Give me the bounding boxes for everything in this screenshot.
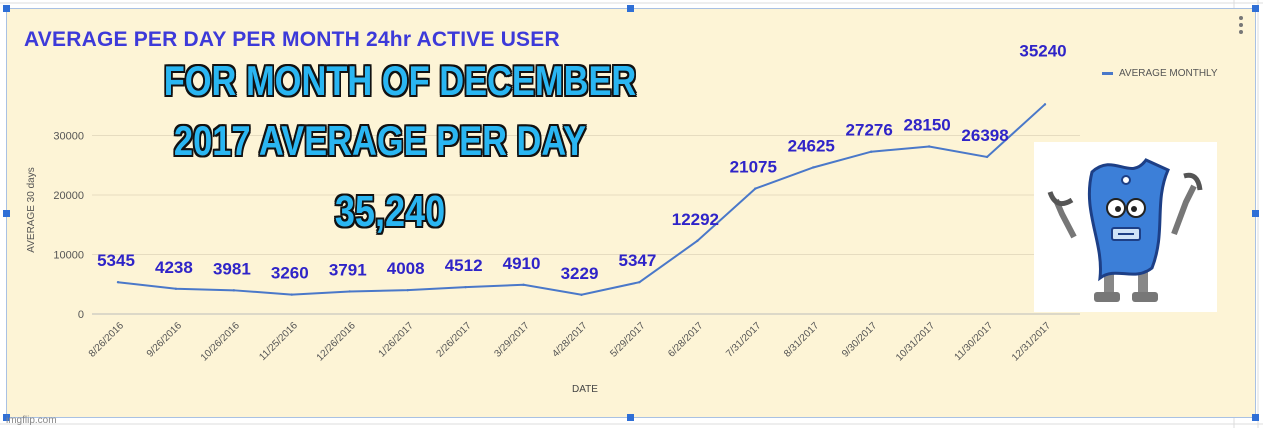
data-label: 12292: [672, 210, 719, 229]
x-tick-label: 8/31/2017: [782, 320, 822, 360]
overlay-line-2: 2017 AVERAGE PER DAY: [173, 117, 587, 164]
data-label: 5347: [619, 251, 657, 270]
overlay-line-3: 35,240: [334, 187, 446, 236]
x-tick-label: 8/26/2016: [87, 320, 127, 360]
x-tick-label: 9/30/2017: [840, 320, 880, 360]
x-tick-label: 7/31/2017: [724, 320, 764, 360]
resize-handle-top-right[interactable]: [1252, 5, 1259, 12]
data-label: 3791: [329, 260, 367, 279]
data-label: 4910: [503, 254, 541, 273]
resize-handle-middle-right[interactable]: [1252, 210, 1259, 217]
data-point: [869, 150, 873, 153]
data-label: 4008: [387, 259, 425, 278]
data-point: [927, 145, 931, 148]
legend-swatch: [1102, 71, 1113, 75]
data-label: 27276: [846, 121, 893, 140]
x-tick-label: 11/25/2016: [257, 320, 300, 363]
data-label: 3981: [213, 259, 251, 278]
data-point: [696, 239, 699, 243]
data-point: [290, 293, 294, 296]
data-label: 3260: [271, 264, 309, 283]
data-point: [406, 288, 409, 292]
x-tick-label: 10/26/2016: [199, 320, 242, 363]
data-point: [754, 187, 757, 190]
y-axis-label: AVERAGE 30 days: [26, 167, 37, 252]
x-tick-label: 12/31/2017: [1010, 320, 1053, 363]
data-label: 35240: [1019, 41, 1066, 60]
data-label: 4238: [155, 258, 193, 277]
x-tick-label: 9/26/2016: [145, 320, 185, 360]
x-tick-label: 10/31/2017: [894, 320, 937, 363]
x-axis-label: DATE: [572, 384, 598, 395]
data-point: [174, 287, 178, 290]
data-label: 28150: [903, 116, 950, 135]
y-tick-label: 0: [78, 309, 84, 321]
y-tick-label: 10000: [53, 250, 84, 262]
more-options-icon[interactable]: [1236, 14, 1246, 36]
data-label: 3229: [561, 264, 599, 283]
x-tick-label: 3/29/2017: [492, 320, 532, 360]
data-point: [812, 166, 815, 169]
data-label: 5345: [97, 251, 135, 270]
data-label: 21075: [730, 158, 777, 177]
resize-handle-bottom-right[interactable]: [1252, 414, 1259, 421]
data-point: [464, 285, 467, 289]
x-tick-label: 1/26/2017: [377, 320, 417, 360]
watermark: imgflip.com: [6, 415, 57, 426]
data-label: 26398: [961, 126, 1008, 145]
legend: AVERAGE MONTHLY: [1102, 68, 1218, 79]
resize-handle-middle-left[interactable]: [3, 210, 10, 217]
x-tick-label: 11/30/2017: [953, 320, 996, 363]
robot-mascot-icon: [1034, 142, 1217, 312]
x-tick-label: 5/29/2017: [608, 320, 648, 360]
resize-handle-top-left[interactable]: [3, 5, 10, 12]
resize-handle-bottom-left[interactable]: [3, 414, 10, 421]
y-tick-label: 30000: [53, 131, 84, 143]
x-tick-label: 2/26/2017: [435, 320, 475, 360]
overlay-line-1: FOR MONTH OF DECEMBER: [163, 57, 637, 104]
data-point: [522, 283, 525, 286]
data-point: [232, 289, 236, 292]
legend-label: AVERAGE MONTHLY: [1119, 68, 1218, 79]
data-point: [348, 290, 351, 293]
data-label: 4512: [445, 256, 483, 275]
data-label: 24625: [788, 136, 835, 155]
data-point: [116, 280, 120, 284]
x-tick-label: 4/28/2017: [550, 320, 590, 360]
data-point: [638, 280, 641, 284]
data-point: [580, 293, 583, 296]
y-tick-label: 20000: [53, 190, 84, 202]
data-point: [1043, 103, 1047, 106]
x-tick-label: 6/28/2017: [666, 320, 706, 360]
x-tick-label: 12/26/2016: [315, 320, 358, 363]
chart-title: AVERAGE PER DAY PER MONTH 24hr ACTIVE US…: [24, 28, 560, 51]
data-point: [985, 155, 989, 159]
resize-handle-bottom-center[interactable]: [627, 414, 634, 421]
resize-handle-top-center[interactable]: [627, 5, 634, 12]
